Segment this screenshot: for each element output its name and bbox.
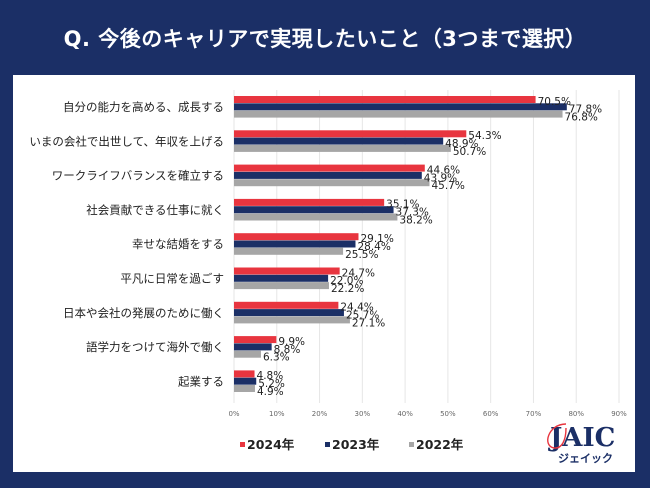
category-label: ワークライフバランスを確立する <box>52 169 224 183</box>
legend-item-2024: 2024年 <box>240 437 295 452</box>
logo-text: JAIC <box>548 423 615 453</box>
bars <box>234 96 567 392</box>
value-label: 28.4% <box>357 241 390 253</box>
bar-2024 <box>234 96 536 103</box>
x-tick-label: 20% <box>312 410 328 418</box>
bar-2022 <box>234 247 344 255</box>
value-label: 25.5% <box>345 249 378 261</box>
value-label: 22.2% <box>331 283 364 295</box>
value-label: 4.8% <box>257 370 284 382</box>
bar-2024 <box>234 301 339 309</box>
legend-swatch <box>240 442 245 447</box>
bar-2023 <box>234 206 394 214</box>
value-label: 35.1% <box>386 199 419 211</box>
category-label: 日本や会社の発展のために働く <box>63 306 224 320</box>
legend-label: 2022年 <box>416 437 464 452</box>
bar-2022 <box>234 213 398 221</box>
bar-2023 <box>234 103 567 111</box>
value-label: 9.9% <box>278 336 305 348</box>
bar-2024 <box>234 267 340 275</box>
x-tick-label: 60% <box>483 410 499 418</box>
logo-subtext: ジェイック <box>558 452 613 465</box>
value-label: 37.3% <box>396 207 429 219</box>
value-label: 8.8% <box>274 344 301 356</box>
value-label: 6.3% <box>263 352 290 364</box>
value-label: 48.9% <box>445 138 478 150</box>
bar-2023 <box>234 377 257 385</box>
bar-2022 <box>234 282 329 290</box>
bar-2022 <box>234 110 563 118</box>
x-tick-label: 80% <box>568 410 584 418</box>
category-labels: 自分の能力を高める、成長するいまの会社で出世して、年収を上げるワークライフバラン… <box>29 100 224 388</box>
value-label: 76.8% <box>565 112 598 124</box>
category-label: 平凡に日常を過ごす <box>120 271 224 285</box>
x-tick-label: 50% <box>440 410 456 418</box>
legend-swatch <box>409 442 414 447</box>
bar-2024 <box>234 130 467 138</box>
value-label: 27.1% <box>352 317 385 329</box>
value-label: 4.9% <box>257 386 284 398</box>
value-label: 77.8% <box>569 104 602 116</box>
value-label: 50.7% <box>453 146 486 158</box>
x-axis-ticks: 0% 10% 20% 30% 40% 50% 60% 70% 80% 90% <box>228 410 627 418</box>
category-label: 起業する <box>178 374 224 388</box>
legend-item-2023: 2023年 <box>325 437 380 452</box>
legend: 2024年 2023年 2022年 <box>240 437 464 452</box>
bar-2024 <box>234 233 359 241</box>
bar-2024 <box>234 198 385 206</box>
value-label: 45.7% <box>431 180 464 192</box>
category-label: 社会貢献できる仕事に就く <box>86 203 224 217</box>
value-label: 70.5% <box>538 96 571 108</box>
value-label: 44.6% <box>427 164 460 176</box>
x-tick-label: 90% <box>611 410 627 418</box>
bar-2022 <box>234 144 451 152</box>
value-label: 5.2% <box>258 378 285 390</box>
bar-2022 <box>234 179 430 187</box>
bar-2024 <box>234 164 425 172</box>
page-title: Q. 今後のキャリアで実現したいこと（3つまで選択） <box>63 26 587 51</box>
bar-2022 <box>234 316 350 324</box>
legend-label: 2023年 <box>332 437 380 452</box>
category-label: 幸せな結婚をする <box>132 237 224 251</box>
jaic-logo: JAIC ジェイック <box>547 423 615 465</box>
x-tick-label: 0% <box>228 410 239 418</box>
bar-2023 <box>234 343 272 351</box>
value-label: 38.2% <box>399 215 432 227</box>
value-label: 24.4% <box>340 302 373 314</box>
value-label: 24.7% <box>342 267 375 279</box>
value-label: 43.9% <box>424 172 457 184</box>
bar-2022 <box>234 385 255 392</box>
x-tick-label: 10% <box>269 410 285 418</box>
category-label: 自分の能力を高める、成長する <box>63 100 224 114</box>
category-label: いまの会社で出世して、年収を上げる <box>29 134 224 148</box>
category-label: 語学力をつけて海外で働く <box>86 340 224 354</box>
bar-2024 <box>234 370 255 378</box>
bar-2023 <box>234 240 356 248</box>
legend-item-2022: 2022年 <box>409 437 464 452</box>
value-labels: 70.5%77.8%76.8% 54.3%48.9%50.7% 44.6%43.9%… <box>257 96 603 398</box>
legend-label: 2024年 <box>247 437 295 452</box>
x-tick-label: 30% <box>355 410 371 418</box>
logo-swoosh-icon <box>547 423 567 449</box>
bar-2023 <box>234 274 329 282</box>
bar-2023 <box>234 171 422 179</box>
bar-2023 <box>234 137 444 145</box>
legend-swatch <box>325 442 330 447</box>
value-label: 22.0% <box>330 275 363 287</box>
bar-2023 <box>234 309 344 317</box>
bar-2024 <box>234 336 277 344</box>
x-tick-label: 40% <box>397 410 413 418</box>
value-label: 25.7% <box>346 310 379 322</box>
x-tick-label: 70% <box>526 410 542 418</box>
bar-2022 <box>234 350 261 358</box>
value-label: 29.1% <box>360 233 393 245</box>
value-label: 54.3% <box>468 130 501 142</box>
